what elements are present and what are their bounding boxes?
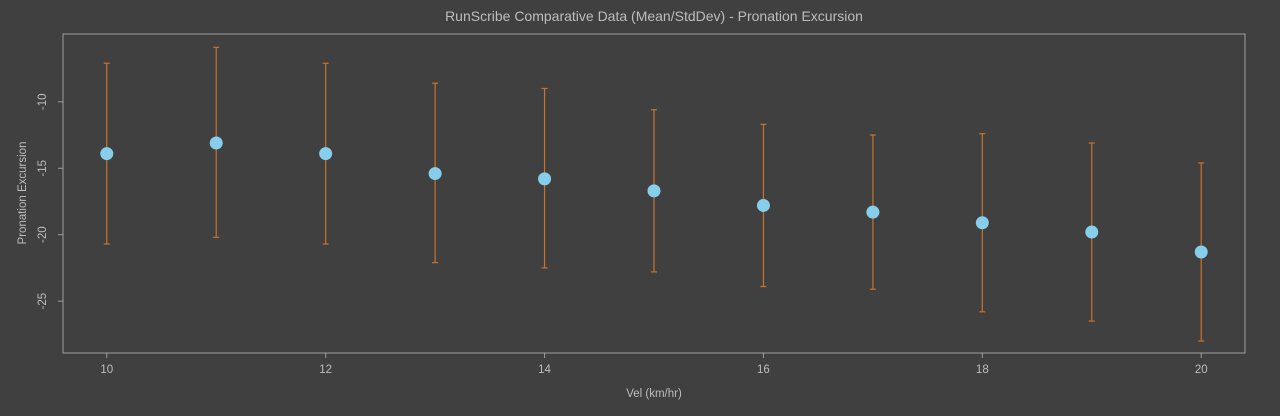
data-points: [100, 136, 1208, 259]
y-tick-label: -20: [37, 226, 49, 243]
x-tick-label: 12: [319, 364, 332, 376]
chart-title: RunScribe Comparative Data (Mean/StdDev)…: [445, 8, 863, 24]
x-tick-label: 10: [100, 364, 113, 376]
x-axis-label: Vel (km/hr): [626, 388, 682, 400]
x-tick-label: 14: [538, 364, 551, 376]
x-tick-label: 20: [1195, 364, 1208, 376]
mean-point: [319, 147, 333, 161]
y-axis-label: Pronation Excursion: [17, 142, 29, 245]
y-tick-label: -25: [37, 293, 49, 310]
y-axis: -10 -15 -20 -25: [37, 93, 63, 309]
y-tick-label: -10: [37, 93, 49, 110]
mean-point: [428, 167, 442, 181]
mean-point: [866, 205, 880, 219]
mean-point: [100, 147, 114, 161]
mean-point: [975, 216, 989, 230]
x-axis: 10 12 14 16 18 20: [100, 353, 1208, 376]
mean-point: [538, 172, 552, 186]
y-tick-label: -15: [37, 160, 49, 177]
mean-point: [756, 198, 770, 212]
x-tick-label: 18: [976, 364, 989, 376]
mean-point: [209, 136, 223, 150]
plot-frame: [62, 33, 1246, 354]
mean-point: [647, 184, 661, 198]
mean-point: [1194, 245, 1208, 259]
x-tick-label: 16: [757, 364, 770, 376]
mean-point: [1085, 225, 1099, 239]
